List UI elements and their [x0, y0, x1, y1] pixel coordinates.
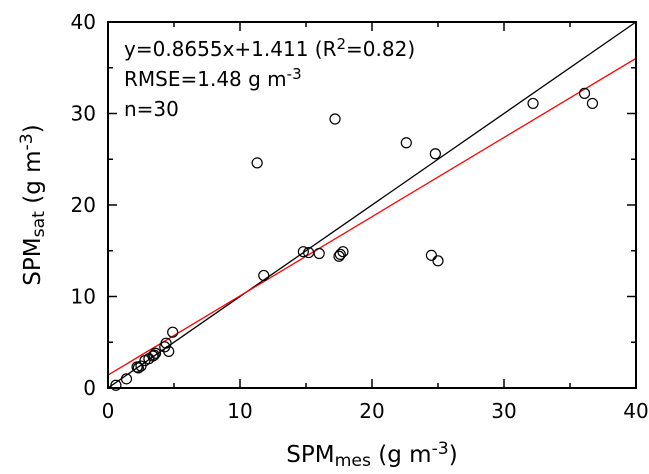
x-tick-label: 0 — [102, 399, 115, 423]
point — [148, 349, 160, 361]
label-part: n=30 — [124, 97, 179, 121]
annotation: n=30 — [124, 97, 179, 121]
label-part: RMSE=1.48 g m — [124, 67, 287, 91]
point — [425, 249, 437, 261]
reference-line — [107, 57, 637, 376]
label-part: =0.82) — [346, 37, 415, 61]
point — [132, 362, 144, 374]
point — [297, 246, 309, 258]
point — [432, 255, 444, 267]
point — [110, 379, 122, 391]
plot-frame — [107, 21, 637, 389]
label-part: y=0.8655x+1.411 (R — [124, 37, 337, 61]
label-part: sat — [29, 211, 49, 238]
x-tick-label: 10 — [227, 399, 252, 423]
annotation: RMSE=1.48 g m-3 — [124, 65, 302, 91]
y-tick-label: 10 — [71, 285, 96, 309]
point — [334, 248, 346, 261]
point — [303, 246, 315, 259]
point — [429, 148, 441, 160]
y-tick-label: 20 — [71, 193, 96, 217]
annotation: y=0.8655x+1.411 (R2=0.82) — [124, 35, 415, 61]
label-part: ) — [20, 124, 46, 133]
y-tick-label: 0 — [83, 376, 96, 400]
x-tick-label: 30 — [491, 399, 516, 423]
point — [167, 326, 179, 338]
point — [578, 87, 591, 99]
y-tick-label: 40 — [71, 10, 96, 34]
label-part: (g m — [20, 150, 46, 211]
label-part: SPM — [286, 442, 334, 468]
label-part: mes — [335, 451, 371, 471]
label-part: -3 — [287, 65, 302, 83]
y-axis-label: SPMsat (g m-3) — [17, 124, 49, 285]
point — [147, 350, 159, 362]
x-tick-label: 40 — [623, 399, 648, 423]
label-part: SPM — [20, 237, 46, 285]
point — [329, 113, 341, 125]
reference-line — [107, 21, 637, 389]
point — [160, 337, 172, 349]
point — [337, 246, 349, 258]
label-part: (g m — [371, 442, 432, 468]
point — [149, 347, 162, 359]
point — [251, 157, 263, 169]
x-axis-label: SPMmes (g m-3) — [286, 439, 458, 471]
x-tick-label: 20 — [359, 399, 384, 423]
y-tick-label: 30 — [71, 102, 96, 126]
point — [258, 269, 270, 282]
point — [313, 247, 325, 260]
point — [586, 97, 599, 110]
point — [400, 137, 412, 149]
point — [163, 345, 175, 357]
label-part: -3 — [17, 133, 37, 150]
point — [131, 361, 143, 373]
label-part: -3 — [432, 439, 449, 459]
label-part: 2 — [336, 35, 346, 53]
point — [527, 97, 539, 110]
label-part: ) — [449, 442, 458, 468]
point — [120, 373, 133, 385]
